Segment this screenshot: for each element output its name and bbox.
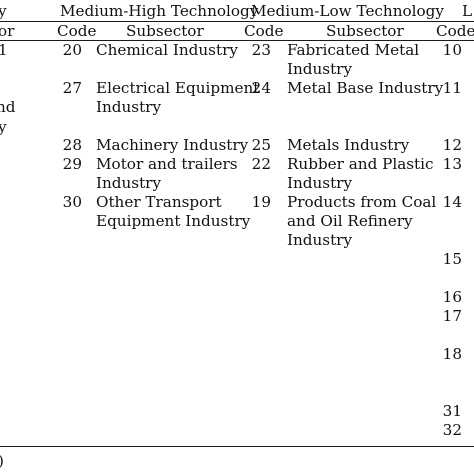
low-code-cell: 32 [442,421,462,439]
subsector-cell: Industry [287,60,353,78]
rule-top [0,21,474,22]
left-fragment: 1 [0,41,8,59]
subsector-cell: Other Transport [96,193,222,211]
code-cell: 22 [251,155,271,173]
subsector-cell: Industry [287,174,353,192]
subheader-subsector: Subsector [126,22,204,40]
left-fragment: y [0,118,7,136]
low-code-cell: 18 [442,345,462,363]
subsector-cell: Industry [287,231,353,249]
group-high-technology-partial: y [0,2,7,20]
subsector-cell: Metals Industry [287,136,410,154]
code-cell: 25 [251,136,271,154]
code-cell: 19 [251,193,271,211]
code-cell: 20 [62,41,82,59]
rule-header-bottom [0,40,474,41]
subheader-subsector: Subsector [326,22,404,40]
subsector-cell: Metal Base Industry [287,79,444,97]
subsector-cell: Chemical Industry [96,41,238,59]
subsector-cell: Motor and trailers [96,155,238,173]
low-code-cell: 16 [442,288,462,306]
subsector-cell: Fabricated Metal [287,41,420,59]
subsector-cell: Products from Coal [287,193,437,211]
subsector-cell: Electrical Equipment [96,79,260,97]
subheader-code: Code [244,22,284,40]
low-code-cell: 11 [442,79,462,97]
low-code-cell: 14 [442,193,462,211]
code-cell: 29 [62,155,82,173]
group-low-technology-partial: L [462,2,473,20]
subsector-cell: Equipment Industry [96,212,251,230]
code-cell: 30 [62,193,82,211]
code-cell: 27 [62,79,82,97]
low-code-cell: 15 [442,250,462,268]
code-cell: 28 [62,136,82,154]
subsector-cell: Industry [96,174,162,192]
footnote-partial: ) [0,452,4,471]
low-code-cell: 31 [442,402,462,420]
low-code-cell: 17 [442,307,462,325]
subsector-cell: and Oil Refinery [287,212,413,230]
group-medium-high-technology: Medium-High Technology [60,2,259,20]
subsector-cell: Industry [96,98,162,116]
subheader-code: Code [436,22,474,40]
subsector-cell: Machinery Industry [96,136,249,154]
low-code-cell: 13 [442,155,462,173]
rule-bottom [0,446,474,447]
low-code-cell: 12 [442,136,462,154]
code-cell: 24 [251,79,271,97]
subheader-high-subsector-partial: or [0,22,15,40]
code-cell: 23 [251,41,271,59]
subheader-code: Code [57,22,97,40]
group-medium-low-technology: Medium-Low Technology [251,2,444,20]
low-code-cell: 10 [442,41,462,59]
left-fragment: nd [0,98,16,116]
subsector-cell: Rubber and Plastic [287,155,434,173]
